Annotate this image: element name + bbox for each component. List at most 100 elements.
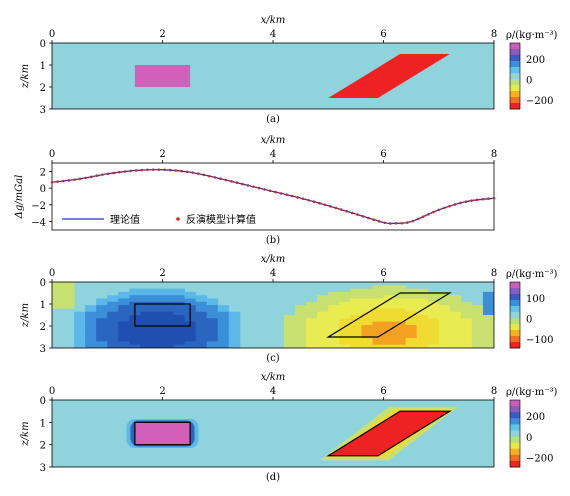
panel-c-cell bbox=[460, 334, 473, 339]
panel-c-cell bbox=[328, 298, 340, 303]
panel-a-colorbar-swatch bbox=[510, 79, 520, 86]
panel-c-cell bbox=[339, 301, 351, 306]
panel-c-cell bbox=[151, 341, 163, 346]
panel-b-series-point bbox=[464, 200, 468, 203]
panel-c-cell bbox=[383, 305, 395, 309]
panel-c-cell bbox=[350, 288, 362, 293]
panel-b-series-point bbox=[356, 213, 359, 216]
panel-c-cell bbox=[118, 318, 130, 322]
panel-c-cell bbox=[416, 298, 429, 303]
panel-c-cell bbox=[372, 308, 384, 313]
panel-c-cell bbox=[317, 338, 329, 342]
panel-c-cell bbox=[195, 341, 208, 346]
panel-c-cell bbox=[118, 324, 130, 329]
panel-a-ytick-label: 0 bbox=[40, 39, 46, 50]
panel-c-cell bbox=[217, 344, 230, 348]
panel-c-cell bbox=[427, 305, 440, 309]
panel-c-cell bbox=[85, 341, 97, 346]
panel-a-colorbar-swatch bbox=[510, 103, 520, 110]
panel-c-cell bbox=[383, 344, 395, 348]
panel-c-cell bbox=[173, 315, 185, 319]
panel-c-cell bbox=[140, 328, 152, 332]
panel-b-series-point bbox=[442, 206, 446, 210]
panel-c-cell bbox=[427, 331, 440, 336]
panel-c-cell bbox=[184, 298, 197, 303]
panel-c-cell bbox=[195, 331, 208, 336]
panel-c-cell bbox=[460, 321, 473, 326]
panel-b-series-point bbox=[421, 215, 425, 218]
panel-d-xtick-label: 0 bbox=[49, 386, 55, 397]
panel-c-cell bbox=[350, 315, 362, 319]
panel-a-caption: (a) bbox=[266, 114, 280, 125]
panel-c-cell bbox=[350, 348, 361, 352]
panel-c-cell bbox=[140, 324, 152, 329]
panel-c-cell bbox=[195, 311, 208, 316]
panel-c-cell bbox=[140, 341, 152, 346]
panel-a-ytick-label: 1 bbox=[40, 61, 46, 72]
panel-c-cell bbox=[140, 288, 152, 293]
panel-c-cell bbox=[416, 295, 429, 299]
panel-c-cell bbox=[317, 328, 329, 332]
panel-c-cell bbox=[361, 344, 373, 348]
panel-c-cell bbox=[174, 348, 185, 352]
panel-b-series-point bbox=[224, 178, 228, 182]
panel-c-cell bbox=[206, 311, 219, 316]
panel-c-cell bbox=[405, 344, 418, 348]
panel-d-colorbar-swatch bbox=[510, 412, 520, 419]
panel-c-cell bbox=[383, 321, 395, 326]
panel-c-cell bbox=[151, 288, 163, 293]
panel-d-colorbar-swatch bbox=[510, 436, 520, 444]
panel-c-cell bbox=[317, 311, 329, 316]
panel-c-cell bbox=[394, 291, 406, 296]
panel-c-cell bbox=[151, 295, 163, 299]
panel-c-cell bbox=[85, 321, 97, 326]
panel-c-cell bbox=[471, 308, 484, 313]
panel-c-cell bbox=[395, 348, 406, 352]
panel-c-cell bbox=[460, 324, 473, 329]
panel-c-cell bbox=[96, 305, 108, 309]
panel-c-cell bbox=[427, 334, 440, 339]
panel-c-cell bbox=[107, 298, 119, 303]
panel-c-cell bbox=[140, 338, 152, 342]
panel-c-cell bbox=[118, 295, 130, 299]
panel-c-cell bbox=[195, 321, 208, 326]
panel-c-ylabel: z/km bbox=[20, 303, 31, 328]
panel-c-cell bbox=[361, 291, 373, 296]
panel-c-cell bbox=[460, 331, 473, 336]
panel-b-series-point bbox=[146, 168, 149, 172]
panel-c-cell bbox=[416, 331, 429, 336]
panel-b-series-point bbox=[329, 205, 332, 208]
panel-c-cell bbox=[394, 311, 406, 316]
panel-c-cell bbox=[284, 315, 296, 319]
panel-c-cell bbox=[306, 338, 318, 342]
panel-c-cell bbox=[405, 328, 418, 332]
panel-c-cell bbox=[184, 328, 197, 332]
panel-c-cell bbox=[361, 321, 373, 326]
panel-b-series-point bbox=[405, 221, 409, 224]
panel-c-cell bbox=[317, 318, 329, 322]
panel-c-cell bbox=[350, 295, 362, 299]
panel-b-caption: (b) bbox=[266, 235, 280, 246]
panel-c-cell bbox=[173, 338, 185, 342]
panel-c-cell bbox=[383, 295, 395, 299]
panel-c-cell bbox=[129, 295, 141, 299]
panel-b-xlabel: x/km bbox=[261, 135, 286, 146]
panel-a-colorbar-swatch bbox=[510, 49, 520, 56]
panel-c-cell bbox=[361, 331, 373, 336]
panel-c-cell bbox=[405, 338, 418, 342]
panel-c-ytick-label: 0 bbox=[40, 278, 46, 289]
panel-b-series-point bbox=[95, 174, 99, 178]
panel-a-colorbar-tick: 200 bbox=[526, 55, 545, 66]
panel-c-cell bbox=[394, 305, 406, 309]
panel-c-cell bbox=[140, 344, 152, 348]
panel-c-cell bbox=[350, 298, 362, 303]
panel-c-cell bbox=[107, 315, 119, 319]
panel-c-xtick-label: 4 bbox=[270, 268, 276, 279]
panel-c-cell bbox=[173, 331, 185, 336]
panel-a-axes: x/km 0 2 4 6 8 (a) 0 1 2 3 z/km bbox=[20, 15, 497, 125]
panel-c-xlabel: x/km bbox=[261, 254, 286, 265]
panel-c-cell bbox=[471, 318, 484, 322]
panel-c-cell bbox=[449, 344, 462, 348]
panel-c-cell bbox=[173, 328, 185, 332]
panel-c-cell bbox=[129, 298, 141, 303]
